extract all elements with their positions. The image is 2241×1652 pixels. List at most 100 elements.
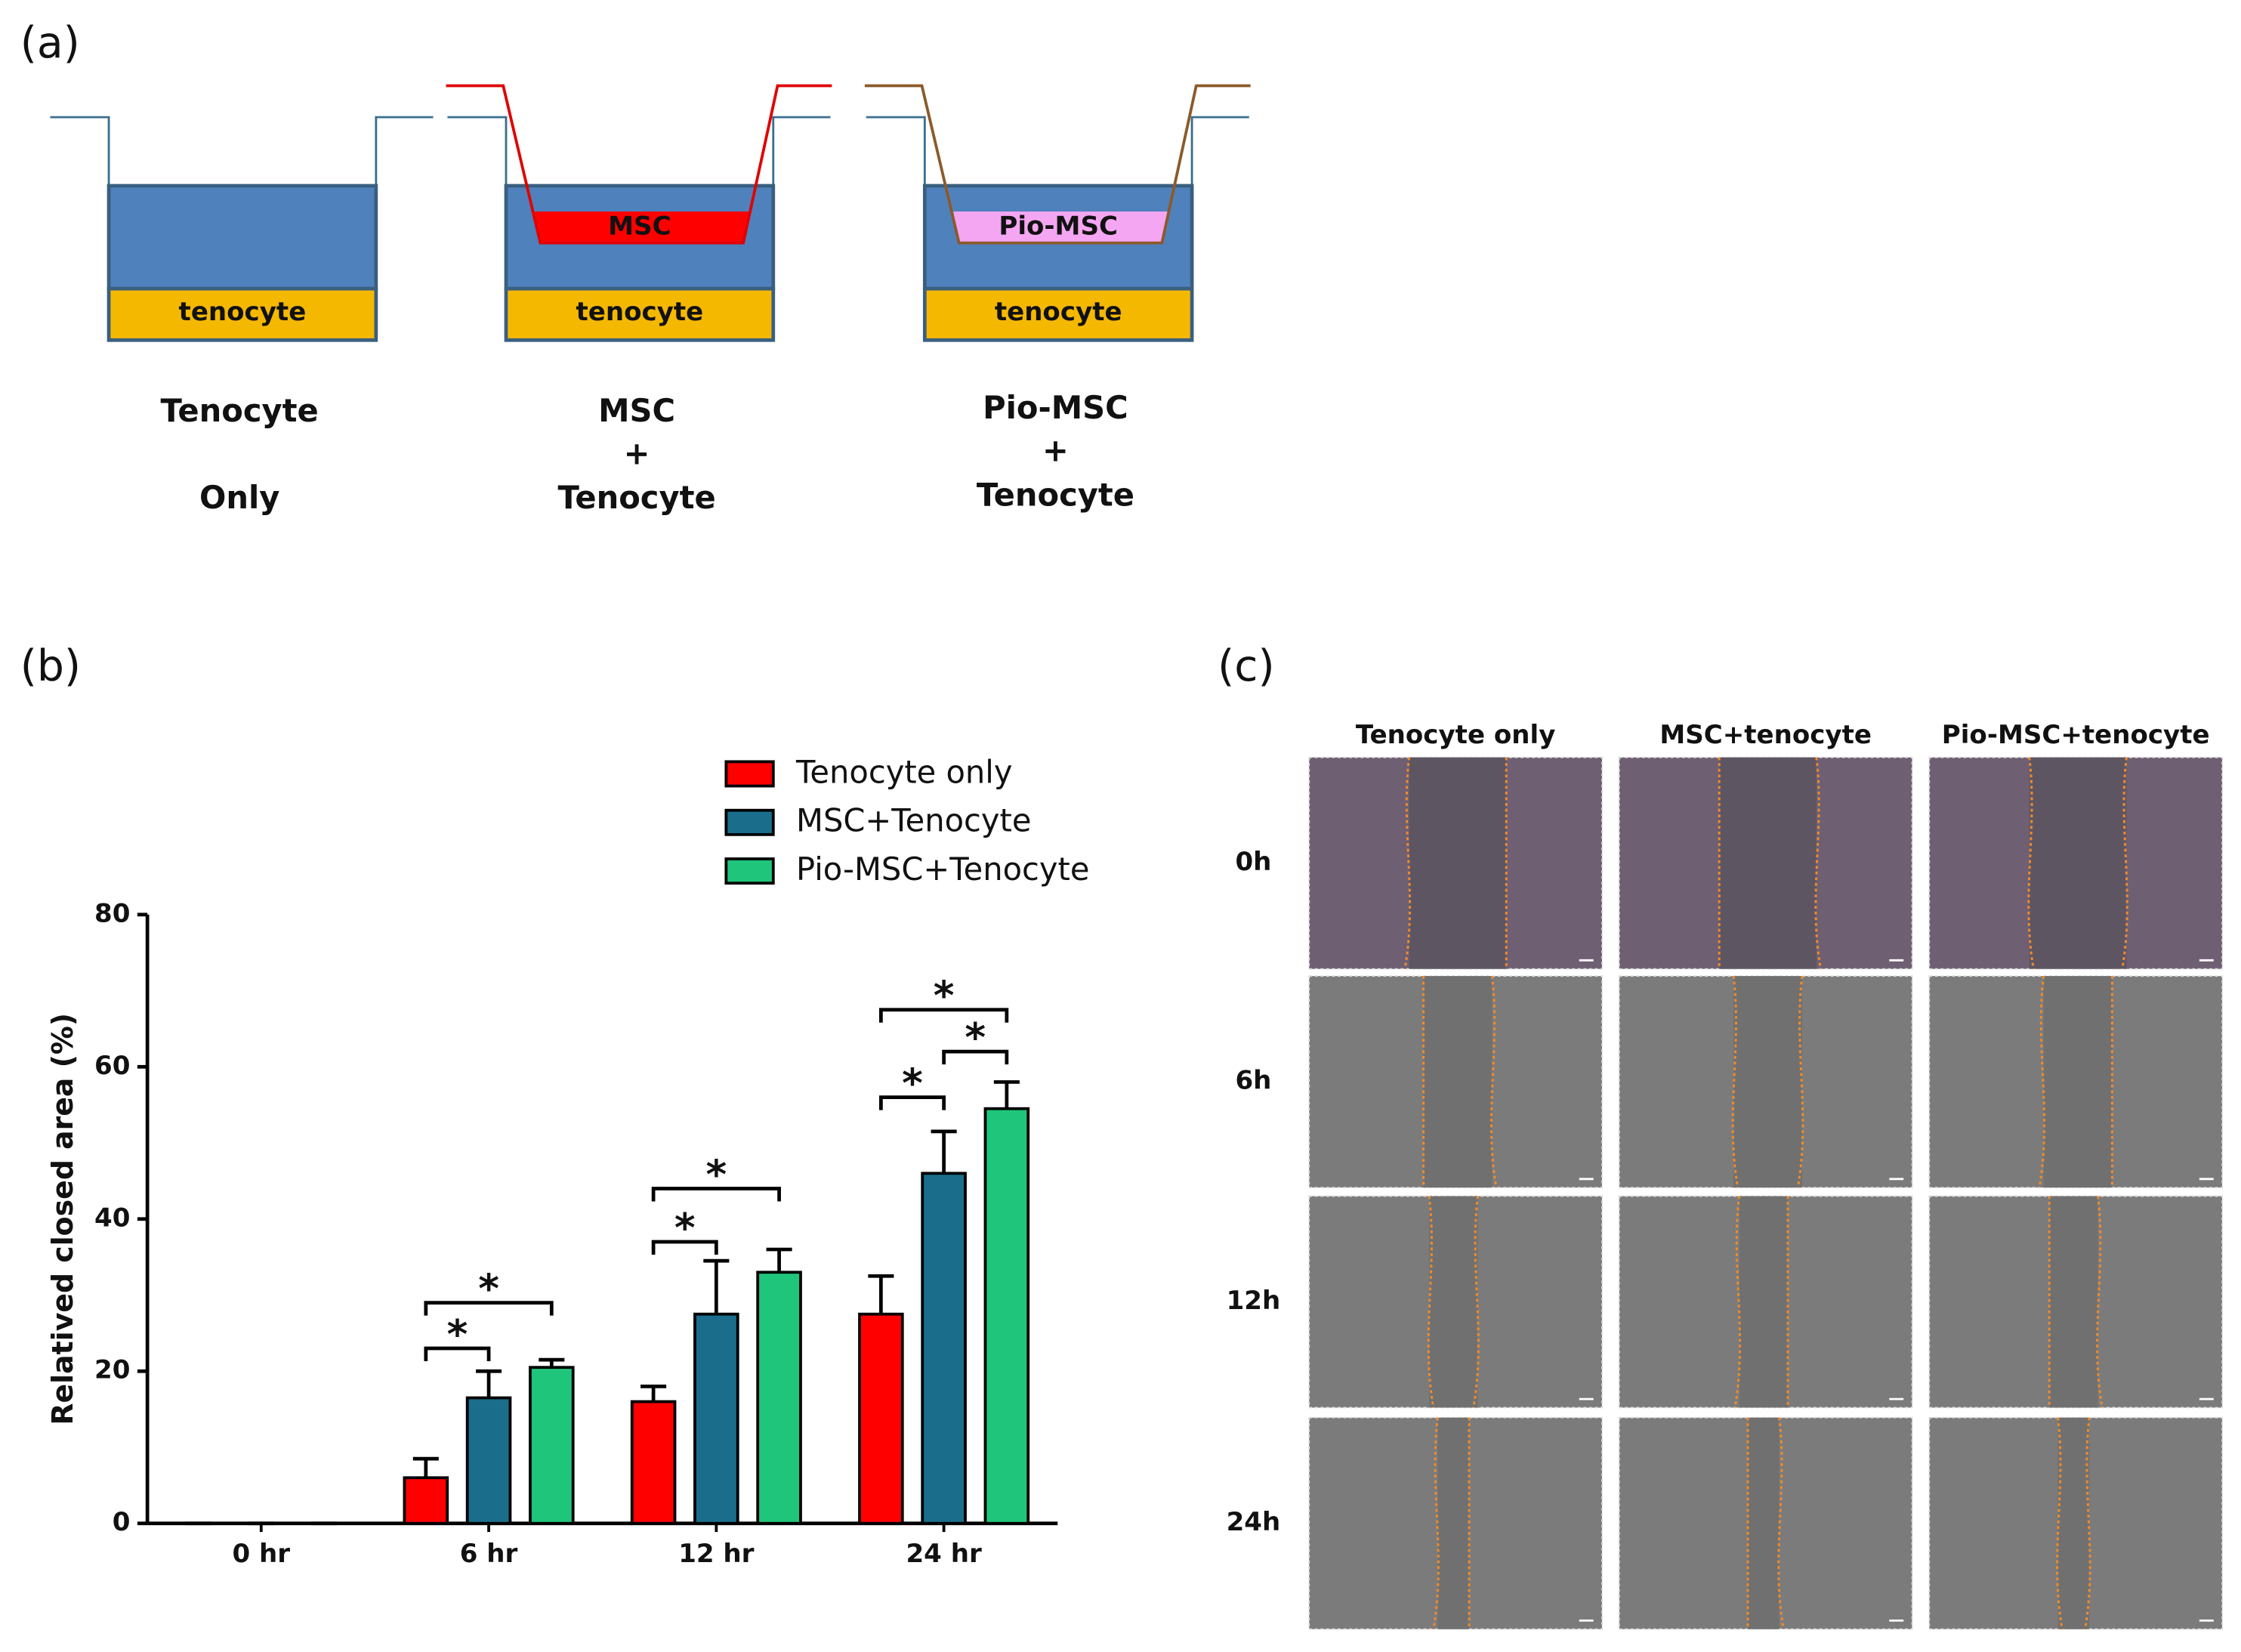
wound-edge: [2027, 757, 2035, 969]
panel-label: (a): [20, 18, 80, 68]
bar: [630, 1400, 677, 1525]
wound-gap: [2057, 1417, 2090, 1629]
x-tick-label: 24 hr: [906, 1539, 981, 1569]
wound-edge: [2121, 757, 2128, 969]
well-caption: Tenocyte: [558, 479, 716, 516]
wound-edge: [2096, 1196, 2104, 1408]
layer-label: tenocyte: [179, 297, 307, 327]
tenocyte-layer: [504, 286, 776, 342]
wound-edge: [1731, 975, 1739, 1188]
well-caption: Tenocyte: [161, 392, 319, 429]
panel-b: (b) Relatived closed area (%) 0 20 40 60 80 0 h…: [20, 641, 1090, 1569]
wound-gap: [1437, 1417, 1470, 1629]
bar: [858, 1312, 904, 1525]
bar: [756, 1271, 802, 1525]
wound-edge: [1427, 1196, 1435, 1408]
medium: [106, 184, 378, 291]
y-tick-label: 80: [94, 898, 130, 928]
layer-label: tenocyte: [995, 297, 1122, 327]
significance-label: *: [965, 1015, 986, 1061]
well-caption: Pio-MSC: [983, 389, 1128, 426]
row-label: 24h: [1227, 1507, 1281, 1537]
row-label: 6h: [1235, 1066, 1271, 1096]
well-caption: Tenocyte: [977, 476, 1134, 513]
legend-swatch: [724, 808, 775, 836]
wound-gap: [1733, 976, 1802, 1188]
y-axis-label: Relatived closed area (%): [46, 1013, 79, 1425]
well-caption: MSC: [598, 392, 675, 429]
well-rim: [1190, 116, 1249, 186]
insert-cells: [953, 211, 1168, 243]
well-caption: +: [1042, 432, 1069, 469]
insert-label: Pio-MSC: [999, 211, 1118, 241]
well-rim: [50, 116, 110, 186]
wound-edge: [1489, 975, 1498, 1188]
insert-wall: [864, 84, 1251, 245]
significance-label: *: [934, 973, 955, 1019]
significance-label: *: [902, 1061, 923, 1107]
panel-label: (c): [1218, 641, 1274, 691]
wound-gap: [2043, 976, 2113, 1188]
legend-swatch: [724, 760, 775, 788]
well-rim: [375, 116, 434, 186]
wound-gap: [1719, 757, 1817, 969]
significance-label: *: [447, 1312, 468, 1358]
x-tick-label: 12 hr: [678, 1539, 754, 1569]
column-header: Pio-MSC+tenocyte: [1942, 720, 2210, 750]
wound-edge: [2084, 1417, 2091, 1629]
y-tick-label: 60: [94, 1051, 130, 1081]
wound-gap: [2049, 1196, 2098, 1408]
wound-edge: [1777, 1417, 1785, 1629]
wound-gap: [1429, 1196, 1478, 1408]
column-header: MSC+tenocyte: [1659, 720, 1872, 750]
legend-label: Pio-MSC+Tenocyte: [796, 851, 1089, 888]
bar: [693, 1312, 739, 1525]
well-rim: [772, 116, 831, 186]
significance-label: *: [478, 1266, 499, 1312]
wound-edge: [1432, 1417, 1440, 1629]
row-label: 12h: [1227, 1286, 1281, 1316]
panel-label: (b): [20, 641, 81, 691]
significance-bracket: [651, 1187, 781, 1202]
wound-edge: [1814, 757, 1823, 969]
wound-gap: [2029, 757, 2127, 969]
legend-label: Tenocyte only: [795, 753, 1012, 790]
well-caption: Only: [199, 479, 279, 516]
insert-label: MSC: [608, 211, 671, 241]
y-tick-label: 20: [94, 1355, 130, 1385]
insert-wall: [446, 84, 832, 245]
column-header: Tenocyte only: [1356, 720, 1556, 750]
insert-cells: [534, 211, 749, 243]
significance-label: *: [705, 1152, 727, 1198]
well-rim: [447, 116, 508, 186]
wound-gap: [1409, 757, 1507, 969]
legend-swatch: [724, 857, 775, 885]
significance-bracket: [879, 1008, 1009, 1023]
significance-bracket: [424, 1346, 491, 1362]
wound-edge: [2038, 975, 2046, 1188]
layer-label: tenocyte: [576, 297, 704, 327]
bar: [465, 1396, 512, 1525]
tenocyte-layer: [106, 286, 378, 342]
wound-edge: [1796, 975, 1804, 1188]
bar: [921, 1172, 967, 1525]
y-tick-label: 0: [113, 1507, 131, 1537]
significance-bracket: [879, 1095, 946, 1110]
significance-bracket: [942, 1049, 1009, 1065]
well-rim: [866, 116, 926, 186]
significance-bracket: [651, 1240, 718, 1255]
bar: [983, 1107, 1030, 1525]
panel-c: (c) Tenocyte only MSC+tenocyte Pio-MSC+teno…: [1218, 641, 2224, 1630]
bar: [529, 1366, 575, 1525]
x-tick-label: 0 hr: [232, 1539, 290, 1569]
wound-edge: [1472, 1196, 1480, 1408]
row-label: 0h: [1235, 847, 1271, 877]
well-caption: +: [624, 435, 650, 472]
x-tick-label: 6 hr: [460, 1539, 518, 1569]
significance-bracket: [424, 1301, 554, 1316]
wound-gap: [1423, 976, 1492, 1188]
legend-label: MSC+Tenocyte: [796, 802, 1031, 839]
wound-edge: [1403, 757, 1412, 969]
y-tick-label: 40: [94, 1203, 130, 1233]
